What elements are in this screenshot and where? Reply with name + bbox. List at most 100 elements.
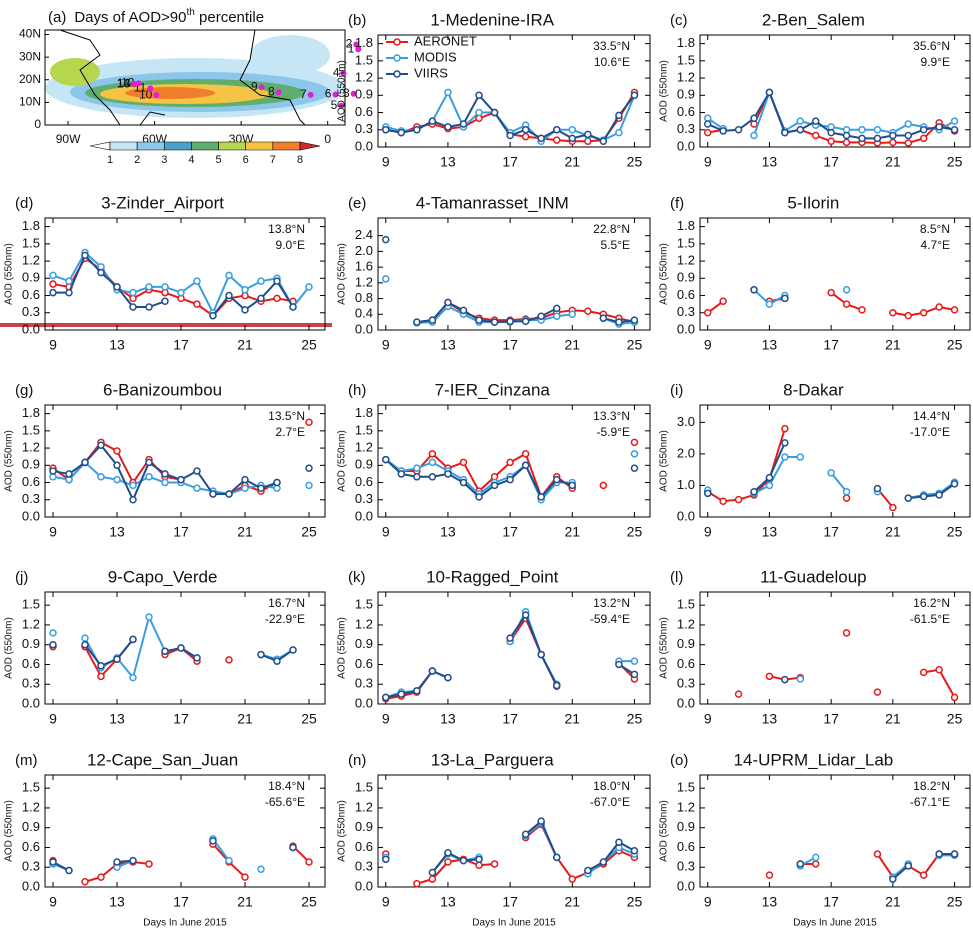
data-point	[703, 489, 712, 498]
y-tick-label: 1.5	[22, 235, 40, 250]
x-tick-label: 25	[947, 711, 963, 727]
data-point	[796, 126, 805, 134]
longitude: -67.1°E	[910, 795, 950, 809]
plot-frame	[377, 34, 651, 148]
y-tick-label: 0.3	[677, 121, 695, 136]
data-point	[630, 464, 639, 472]
data-point	[858, 126, 866, 134]
data-point	[630, 670, 639, 679]
x-tick-label: 13	[440, 711, 456, 727]
site-label: 9	[251, 79, 258, 93]
y-tick-label: 0.3	[677, 859, 695, 874]
colorbar-swatch	[218, 141, 247, 151]
panel-label: (b)	[348, 12, 366, 29]
y-tick-label: 0.9	[22, 819, 40, 834]
data-point	[889, 503, 897, 512]
data-point	[428, 450, 437, 458]
x-tick-label: 9	[704, 894, 712, 910]
x-tick-label: 9	[382, 894, 390, 910]
y-tick-label: 3.0	[677, 414, 695, 429]
data-point	[129, 288, 137, 297]
data-point	[873, 126, 882, 134]
data-point	[459, 306, 468, 315]
latitude: 13.3°N	[593, 409, 630, 423]
colorbar-swatch	[89, 141, 111, 151]
data-point	[584, 130, 592, 139]
y-tick-label: 1.2	[677, 70, 695, 85]
data-point	[796, 453, 805, 461]
data-point	[397, 690, 406, 698]
y-tick-label: 0.6	[355, 104, 373, 119]
data-point	[241, 475, 249, 484]
data-point	[904, 494, 913, 502]
y-tick-label: 1.2	[355, 616, 373, 631]
data-point	[811, 117, 820, 125]
latitude: 13.2°N	[593, 596, 630, 610]
title-text: percentile	[195, 9, 264, 26]
colorbar-label: 6	[243, 154, 249, 166]
colorbar-swatch	[245, 141, 274, 151]
latitude: 16.7°N	[268, 596, 305, 610]
data-point	[568, 310, 577, 319]
longitude: 9.9°E	[921, 55, 950, 69]
y-tick-label: 2.0	[355, 243, 373, 258]
data-point	[490, 481, 499, 490]
y-tick-label: 0.3	[22, 676, 40, 691]
data-point	[428, 868, 437, 877]
y-tick-label: 1.2	[22, 616, 40, 631]
data-point	[113, 858, 121, 866]
x-tick-label: 21	[885, 337, 901, 353]
data-point	[919, 668, 928, 677]
data-point	[919, 492, 928, 501]
x-tick-label: 13	[109, 337, 125, 353]
site-dot	[147, 85, 154, 92]
y-tick-label: 0.0	[355, 878, 373, 893]
data-point	[241, 286, 249, 294]
data-point	[765, 88, 774, 97]
data-point	[161, 478, 169, 487]
data-point	[241, 306, 249, 314]
y-tick-label: 1.8	[22, 405, 40, 420]
data-point	[842, 494, 851, 502]
y-tick-label: 0.9	[355, 457, 373, 472]
series-line	[386, 442, 635, 497]
series-line	[385, 616, 636, 700]
data-point	[129, 303, 137, 311]
y-tick-label: 1.8	[355, 405, 373, 420]
plot-frame	[44, 404, 326, 518]
data-point	[193, 484, 201, 493]
data-point	[273, 478, 281, 487]
plot-frame	[377, 217, 651, 331]
x-tick-label: 25	[627, 711, 643, 727]
y-tick-label: 0.3	[355, 676, 373, 691]
x-tick-label: 13	[109, 524, 125, 540]
data-point	[904, 131, 913, 140]
data-point	[428, 117, 437, 125]
data-point	[521, 461, 530, 470]
latitude: 18.0°N	[593, 779, 630, 793]
panel-label: (l)	[670, 569, 683, 586]
y-axis-label: AOD (550nm)	[4, 243, 15, 305]
legend-label: VIIRS	[414, 65, 448, 80]
y-tick-label: 0.4	[355, 306, 373, 321]
panel-label: (k)	[348, 569, 366, 586]
data-point	[537, 134, 545, 143]
data-point	[490, 108, 499, 117]
data-point	[630, 316, 639, 324]
x-tick-label: 9	[382, 524, 390, 540]
data-point	[765, 672, 774, 681]
legend-marker	[393, 38, 401, 46]
site-label: 6	[325, 87, 332, 101]
panel-label: (f)	[670, 195, 684, 212]
x-tick-label: 17	[823, 154, 839, 170]
y-tick-label: 0.9	[677, 819, 695, 834]
legend-marker	[393, 54, 401, 62]
data-point	[552, 304, 561, 313]
data-point	[827, 137, 835, 146]
data-point	[734, 690, 743, 698]
y-tick-label: 1.8	[22, 218, 40, 233]
data-point	[950, 850, 959, 858]
data-point	[475, 108, 483, 117]
data-point	[904, 139, 913, 147]
